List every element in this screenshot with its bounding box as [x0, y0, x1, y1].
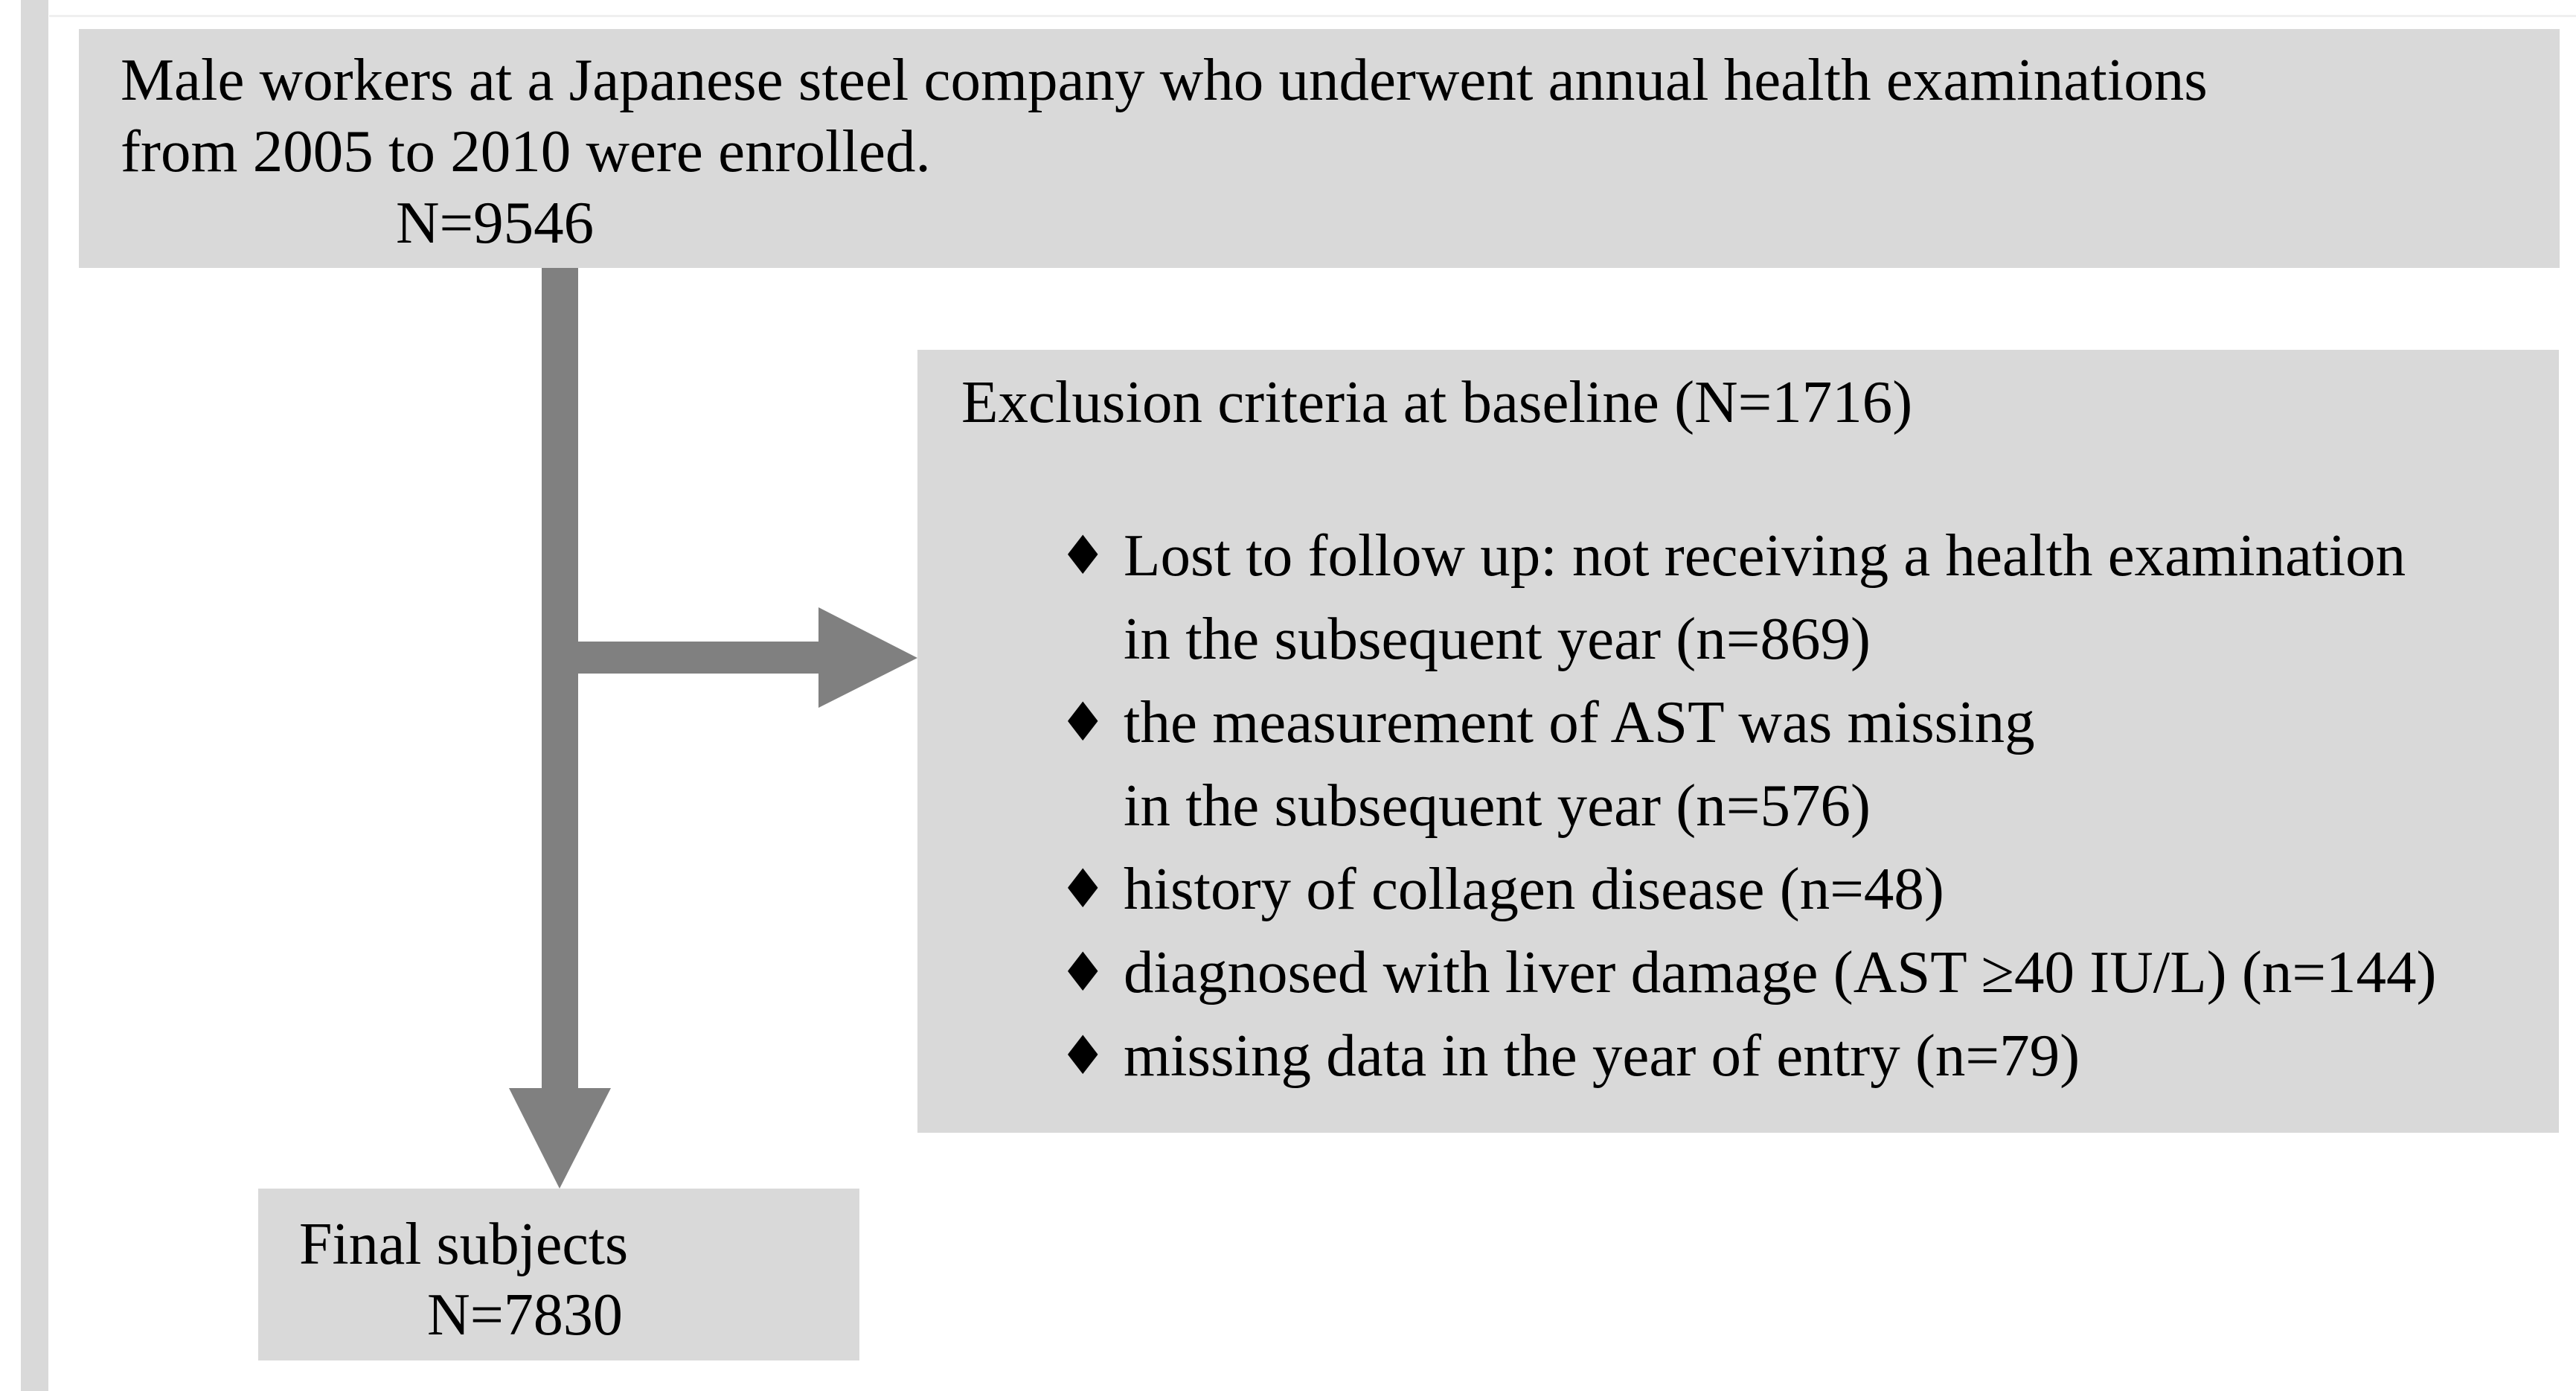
exclusion-box: Exclusion criteria at baseline (N=1716) … — [917, 350, 2559, 1133]
diamond-bullet-icon: ♦ — [1059, 857, 1107, 920]
enrollment-line-2: from 2005 to 2010 were enrolled. — [121, 118, 931, 185]
bullet-text: history of collagen disease (n=48) — [1124, 847, 2544, 930]
right-arrowhead-icon — [818, 607, 917, 708]
enrollment-count: N=9546 — [396, 189, 595, 256]
exclusion-bullet-ast-missing: ♦ the measurement of AST was missing in … — [917, 680, 2544, 847]
exclusion-bullet-collagen-disease: ♦ history of collagen disease (n=48) — [917, 847, 2544, 930]
bullet-text: the measurement of AST was missing in th… — [1124, 680, 2544, 847]
final-subjects-box: Final subjects N=7830 — [258, 1189, 859, 1360]
diamond-bullet-icon: ♦ — [1059, 524, 1107, 586]
bullet-line: in the subsequent year (n=576) — [1124, 772, 1871, 839]
exclusion-bullet-list: ♦ Lost to follow up: not receiving a hea… — [917, 514, 2544, 1097]
final-subjects-label: Final subjects — [299, 1212, 629, 1277]
final-subjects-count: N=7830 — [427, 1282, 623, 1348]
right-arrow-shaft — [573, 642, 819, 674]
bullet-line: Lost to follow up: not receiving a healt… — [1124, 522, 2406, 589]
exclusion-bullet-lost-to-follow-up: ♦ Lost to follow up: not receiving a hea… — [917, 514, 2544, 680]
enrollment-line-1: Male workers at a Japanese steel company… — [121, 46, 2208, 113]
bullet-line: the measurement of AST was missing — [1124, 688, 2035, 755]
bullet-text: diagnosed with liver damage (AST ≥40 IU/… — [1124, 930, 2544, 1014]
exclusion-title: Exclusion criteria at baseline (N=1716) — [961, 368, 1913, 435]
diamond-bullet-icon: ♦ — [1059, 1024, 1107, 1087]
exclusion-bullet-missing-entry-data: ♦ missing data in the year of entry (n=7… — [917, 1014, 2544, 1097]
enrollment-box: Male workers at a Japanese steel company… — [79, 29, 2560, 268]
page-edge-strip — [21, 0, 48, 1391]
bullet-text: Lost to follow up: not receiving a healt… — [1124, 514, 2544, 680]
bullet-text: missing data in the year of entry (n=79) — [1124, 1014, 2544, 1097]
diamond-bullet-icon: ♦ — [1059, 691, 1107, 753]
bullet-line: missing data in the year of entry (n=79) — [1124, 1022, 2080, 1089]
bullet-line: history of collagen disease (n=48) — [1124, 855, 1944, 922]
diamond-bullet-icon: ♦ — [1059, 941, 1107, 1003]
down-arrow-shaft — [542, 268, 578, 1089]
page-top-border — [49, 15, 2576, 17]
bullet-line: diagnosed with liver damage (AST ≥40 IU/… — [1124, 938, 2437, 1005]
bullet-line: in the subsequent year (n=869) — [1124, 605, 1871, 672]
exclusion-bullet-liver-damage: ♦ diagnosed with liver damage (AST ≥40 I… — [917, 930, 2544, 1014]
down-arrowhead-icon — [509, 1088, 611, 1189]
